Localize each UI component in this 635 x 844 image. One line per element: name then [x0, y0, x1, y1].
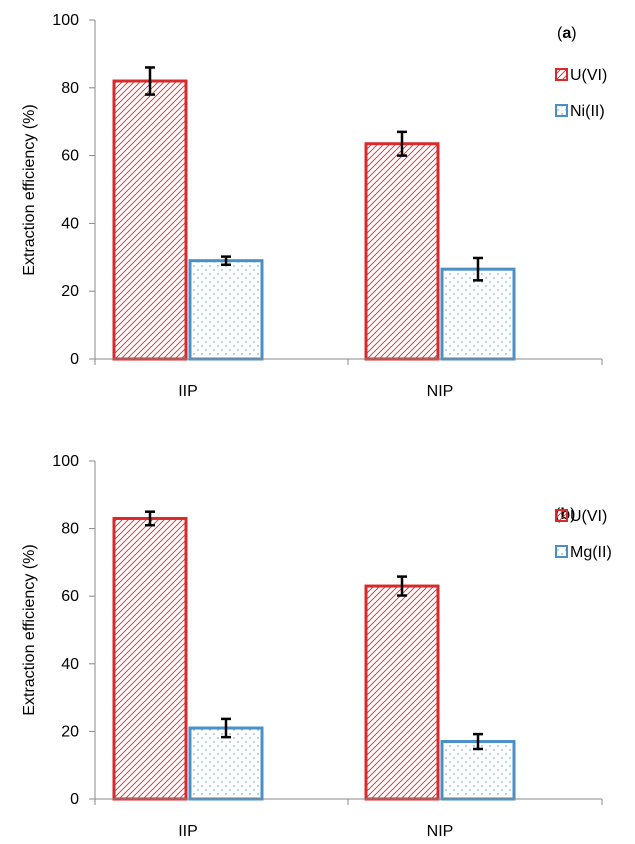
error-bars	[145, 66, 483, 282]
y-axis-ticks: 0 20 40 60 80 100	[52, 12, 95, 368]
legend: U(VI) Mg(II)	[555, 508, 612, 561]
y-tick-label: 60	[61, 588, 79, 605]
legend-label: U(VI)	[570, 67, 607, 84]
bar-U(VI)-NIP	[364, 142, 440, 361]
y-tick-label: 100	[52, 12, 79, 29]
y-tick-label: 80	[61, 521, 79, 538]
category-label: IIP	[178, 383, 198, 400]
y-tick-label: 40	[61, 656, 79, 673]
bars	[112, 79, 516, 361]
bar-Mg(II)-IIP	[188, 726, 264, 801]
category-label: NIP	[427, 823, 454, 839]
legend-swatch	[555, 68, 568, 81]
bar-Ni(II)-NIP	[440, 267, 516, 361]
legend: U(VI) Ni(II)	[555, 67, 607, 120]
legend-swatch	[555, 509, 568, 522]
y-tick-label: 0	[70, 351, 79, 368]
bar-U(VI)-NIP	[364, 584, 440, 801]
category-labels: IIP NIP	[94, 799, 603, 840]
bar-Ni(II)-IIP	[188, 259, 264, 361]
y-tick-label: 20	[61, 723, 79, 740]
bars	[112, 516, 516, 801]
y-axis-label: Extraction efficiency (%)	[21, 104, 38, 275]
bar-U(VI)-IIP	[112, 516, 188, 801]
legend-label: Ni(II)	[570, 103, 605, 120]
legend-label: Mg(II)	[570, 544, 612, 561]
chart-panel-a: Extraction efficiency (%) 0 20 40 60 80 100 I…	[21, 12, 607, 400]
category-label: IIP	[178, 823, 198, 839]
y-tick-label: 60	[61, 148, 79, 165]
legend-swatch	[555, 545, 568, 558]
chart-panel-b: Extraction efficiency (%) 0 20 40 60 80 100 I…	[21, 453, 612, 840]
panel-label: (a)	[557, 25, 577, 42]
y-tick-label: 40	[61, 215, 79, 232]
y-tick-label: 80	[61, 80, 79, 97]
y-axis-ticks: 0 20 40 60 80 100	[52, 453, 95, 808]
bar-Mg(II)-NIP	[440, 740, 516, 801]
category-labels: IIP NIP	[94, 359, 603, 400]
category-label: NIP	[427, 383, 454, 400]
bar-U(VI)-IIP	[112, 79, 188, 361]
legend-swatch	[555, 104, 568, 117]
y-tick-label: 0	[70, 791, 79, 808]
error-bars	[145, 510, 483, 751]
legend-label: U(VI)	[570, 508, 607, 525]
y-tick-label: 100	[52, 453, 79, 470]
y-tick-label: 20	[61, 283, 79, 300]
y-axis-label: Extraction efficiency (%)	[21, 544, 38, 715]
